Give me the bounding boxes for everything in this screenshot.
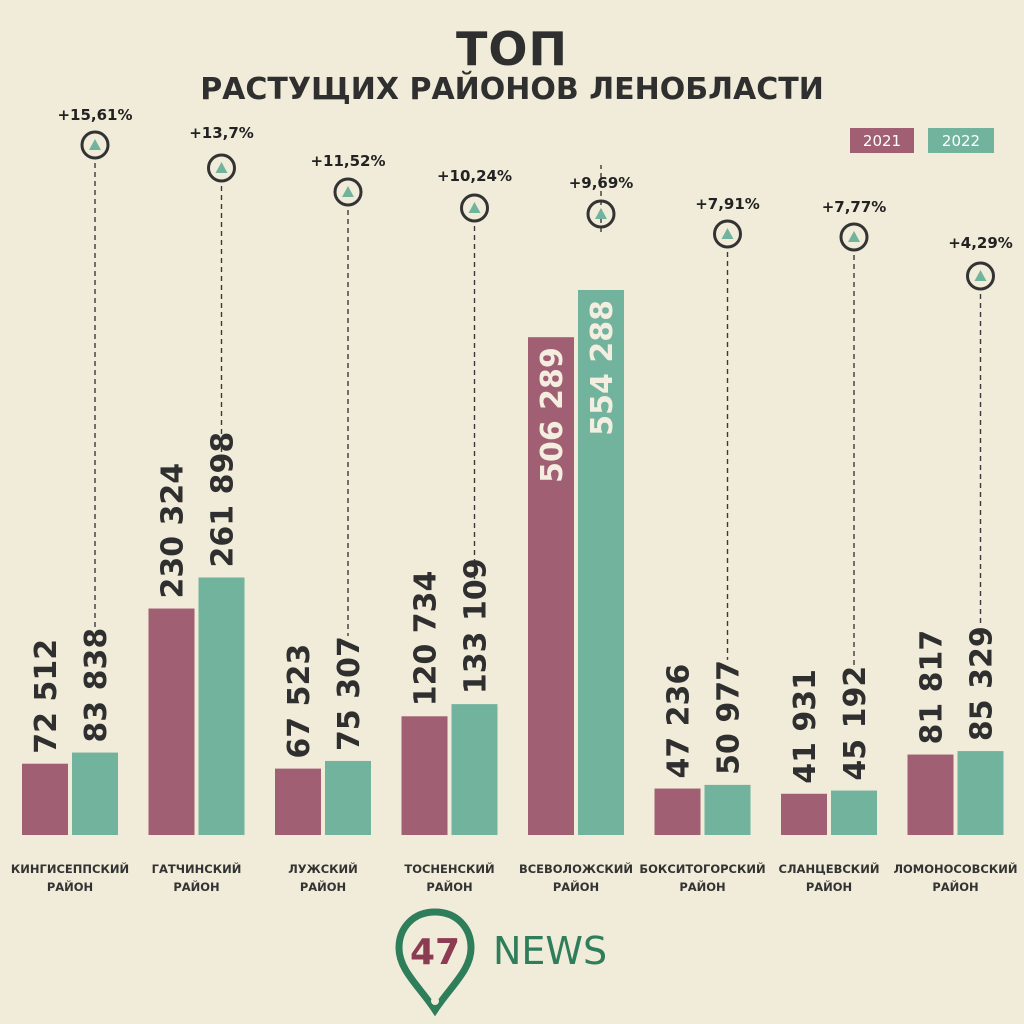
bar-2021: [907, 754, 954, 835]
bar-value-label: 506 289: [535, 347, 570, 483]
bar-value-label: 45 192: [838, 666, 873, 781]
growth-circle-icon: [333, 177, 363, 207]
growth-percent: +13,7%: [189, 124, 254, 142]
category-label: РАЙОН: [173, 879, 219, 894]
category-label: ВСЕВОЛОЖСКИЙ: [519, 861, 633, 876]
growth-percent: +9,69%: [569, 174, 634, 192]
bar-value-label: 72 512: [29, 639, 64, 754]
chart-subtitle: РАСТУЩИХ РАЙОНОВ ЛЕНОБЛАСТИ: [200, 72, 824, 107]
bar-value-label: 47 236: [662, 664, 697, 779]
bar-2022: [72, 752, 118, 835]
bar-value-label: 75 307: [332, 636, 367, 751]
bar-value-label: 50 977: [712, 660, 747, 775]
legend-2022: 2022: [928, 128, 994, 153]
bar-value-label: 85 329: [965, 626, 1000, 741]
bar-value-label: 67 523: [282, 644, 317, 759]
bar-2021: [22, 763, 68, 835]
category-label: РАЙОН: [426, 879, 472, 894]
category-label: КИНГИСЕППСКИЙ: [11, 861, 129, 876]
growth-circle-icon: [207, 153, 236, 183]
bar-2021: [654, 788, 701, 835]
growth-percent: +4,29%: [948, 234, 1013, 252]
bar-2022: [578, 290, 624, 835]
category-label: ГАТЧИНСКИЙ: [152, 861, 242, 876]
bar-2021: [275, 768, 321, 835]
category-label: ЛОМОНОСОВСКИЙ: [893, 861, 1017, 876]
category-label: ТОСНЕНСКИЙ: [404, 861, 494, 876]
growth-percent: +15,61%: [57, 106, 132, 124]
bar-value-label: 261 898: [206, 432, 241, 568]
category-label: РАЙОН: [553, 879, 599, 894]
bar-value-label: 133 109: [459, 558, 494, 694]
bar-2022: [325, 760, 371, 835]
bar-value-label: 554 288: [585, 300, 620, 436]
growth-circle-icon: [80, 130, 110, 160]
bar-2021: [528, 337, 574, 835]
bar-2021: [401, 716, 448, 835]
legend-2021: 2021: [850, 128, 914, 153]
growth-percent: +7,77%: [822, 198, 887, 216]
bar-value-label: 83 838: [79, 628, 114, 743]
logo-number: 47: [410, 932, 460, 973]
growth-percent: +10,24%: [437, 167, 512, 185]
logo-word: NEWS: [493, 929, 607, 973]
bar-value-label: 81 817: [915, 630, 950, 745]
bar-2022: [704, 784, 751, 835]
growth-circle-icon: [966, 261, 995, 291]
growth-circle-icon: [839, 222, 869, 252]
up-arrow-icon: [974, 270, 987, 281]
category-label: РАЙОН: [47, 879, 93, 894]
bar-2022: [198, 577, 245, 835]
logo-pin-icon: [395, 908, 475, 1016]
category-label: РАЙОН: [806, 879, 852, 894]
bar-2021: [781, 793, 827, 835]
category-label: ЛУЖСКИЙ: [288, 861, 358, 876]
up-arrow-icon: [721, 228, 734, 239]
growth-percent: +7,91%: [695, 195, 760, 213]
bar-2022: [831, 790, 877, 835]
category-label: СЛАНЦЕВСКИЙ: [779, 861, 880, 876]
up-arrow-icon: [468, 202, 481, 213]
growth-circle-icon: [713, 219, 742, 249]
up-arrow-icon: [215, 162, 228, 173]
up-arrow-icon: [342, 186, 354, 197]
chart-title: ТОП: [456, 22, 568, 76]
category-label: РАЙОН: [679, 879, 725, 894]
bar-2021: [148, 608, 195, 835]
category-label: БОКСИТОГОРСКИЙ: [639, 861, 765, 876]
category-label: РАЙОН: [300, 879, 346, 894]
bar-2022: [451, 704, 498, 835]
bar-2022: [957, 751, 1004, 835]
up-arrow-icon: [595, 208, 607, 219]
bar-chart: 72 512 83 838 +15,61% КИНГИСЕППСКИЙ РАЙОН 230…: [11, 106, 1018, 894]
growth-circle-icon: [586, 199, 616, 229]
up-arrow-icon: [89, 139, 101, 150]
news-logo: 47 NEWS: [395, 908, 607, 1016]
category-label: РАЙОН: [932, 879, 978, 894]
bar-value-label: 120 734: [409, 571, 444, 707]
growth-circle-icon: [460, 193, 489, 223]
growth-percent: +11,52%: [310, 152, 385, 170]
bar-value-label: 230 324: [156, 463, 191, 599]
up-arrow-icon: [848, 231, 860, 242]
bar-value-label: 41 931: [788, 669, 823, 784]
